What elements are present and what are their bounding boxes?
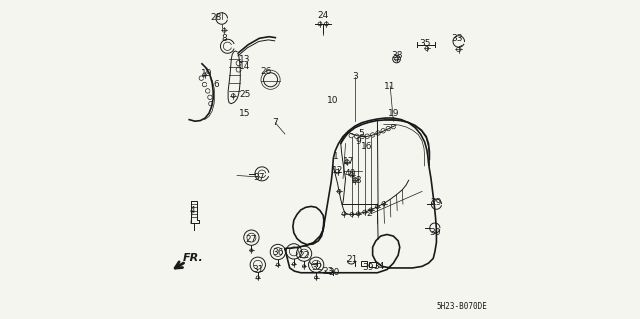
Text: 17: 17 (343, 157, 355, 166)
Text: 16: 16 (360, 142, 372, 151)
Text: 23: 23 (323, 267, 333, 276)
Text: 3: 3 (352, 72, 358, 81)
Text: 11: 11 (385, 82, 396, 91)
Text: 24: 24 (317, 11, 329, 20)
Text: 31: 31 (252, 265, 264, 274)
Text: 5: 5 (358, 130, 364, 138)
Text: 21: 21 (346, 256, 358, 264)
Text: 8: 8 (221, 34, 227, 43)
Text: 13: 13 (239, 55, 251, 63)
Text: 1: 1 (333, 152, 339, 161)
Text: 28: 28 (211, 13, 222, 22)
Text: 36: 36 (273, 248, 284, 256)
Text: 38: 38 (391, 51, 403, 60)
Text: 25: 25 (239, 90, 251, 99)
Text: FR.: FR. (183, 253, 204, 263)
Text: 15: 15 (239, 109, 251, 118)
Text: 40: 40 (344, 169, 356, 178)
Text: 14: 14 (239, 63, 251, 71)
Text: 5H23-B070DE: 5H23-B070DE (436, 302, 487, 311)
Text: 35: 35 (420, 39, 431, 48)
Text: 12: 12 (332, 166, 343, 175)
Text: 2: 2 (367, 209, 372, 218)
Text: 39: 39 (362, 263, 374, 272)
Text: 27: 27 (246, 235, 257, 244)
Text: 9: 9 (355, 137, 361, 146)
Text: 4: 4 (189, 206, 195, 215)
Text: 18: 18 (351, 176, 362, 185)
Text: 20: 20 (329, 268, 340, 277)
Text: 26: 26 (260, 67, 271, 76)
Text: 19: 19 (388, 109, 399, 118)
Text: 33: 33 (451, 34, 463, 43)
Text: 10: 10 (327, 96, 339, 105)
Text: 29: 29 (431, 198, 442, 207)
Text: 19: 19 (201, 69, 212, 78)
Text: 32: 32 (311, 263, 323, 272)
Text: 37: 37 (253, 173, 265, 182)
Text: 30: 30 (429, 228, 440, 237)
Text: 7: 7 (273, 118, 278, 127)
Text: 6: 6 (214, 80, 219, 89)
Text: 22: 22 (298, 251, 310, 260)
Text: 34: 34 (373, 262, 385, 271)
